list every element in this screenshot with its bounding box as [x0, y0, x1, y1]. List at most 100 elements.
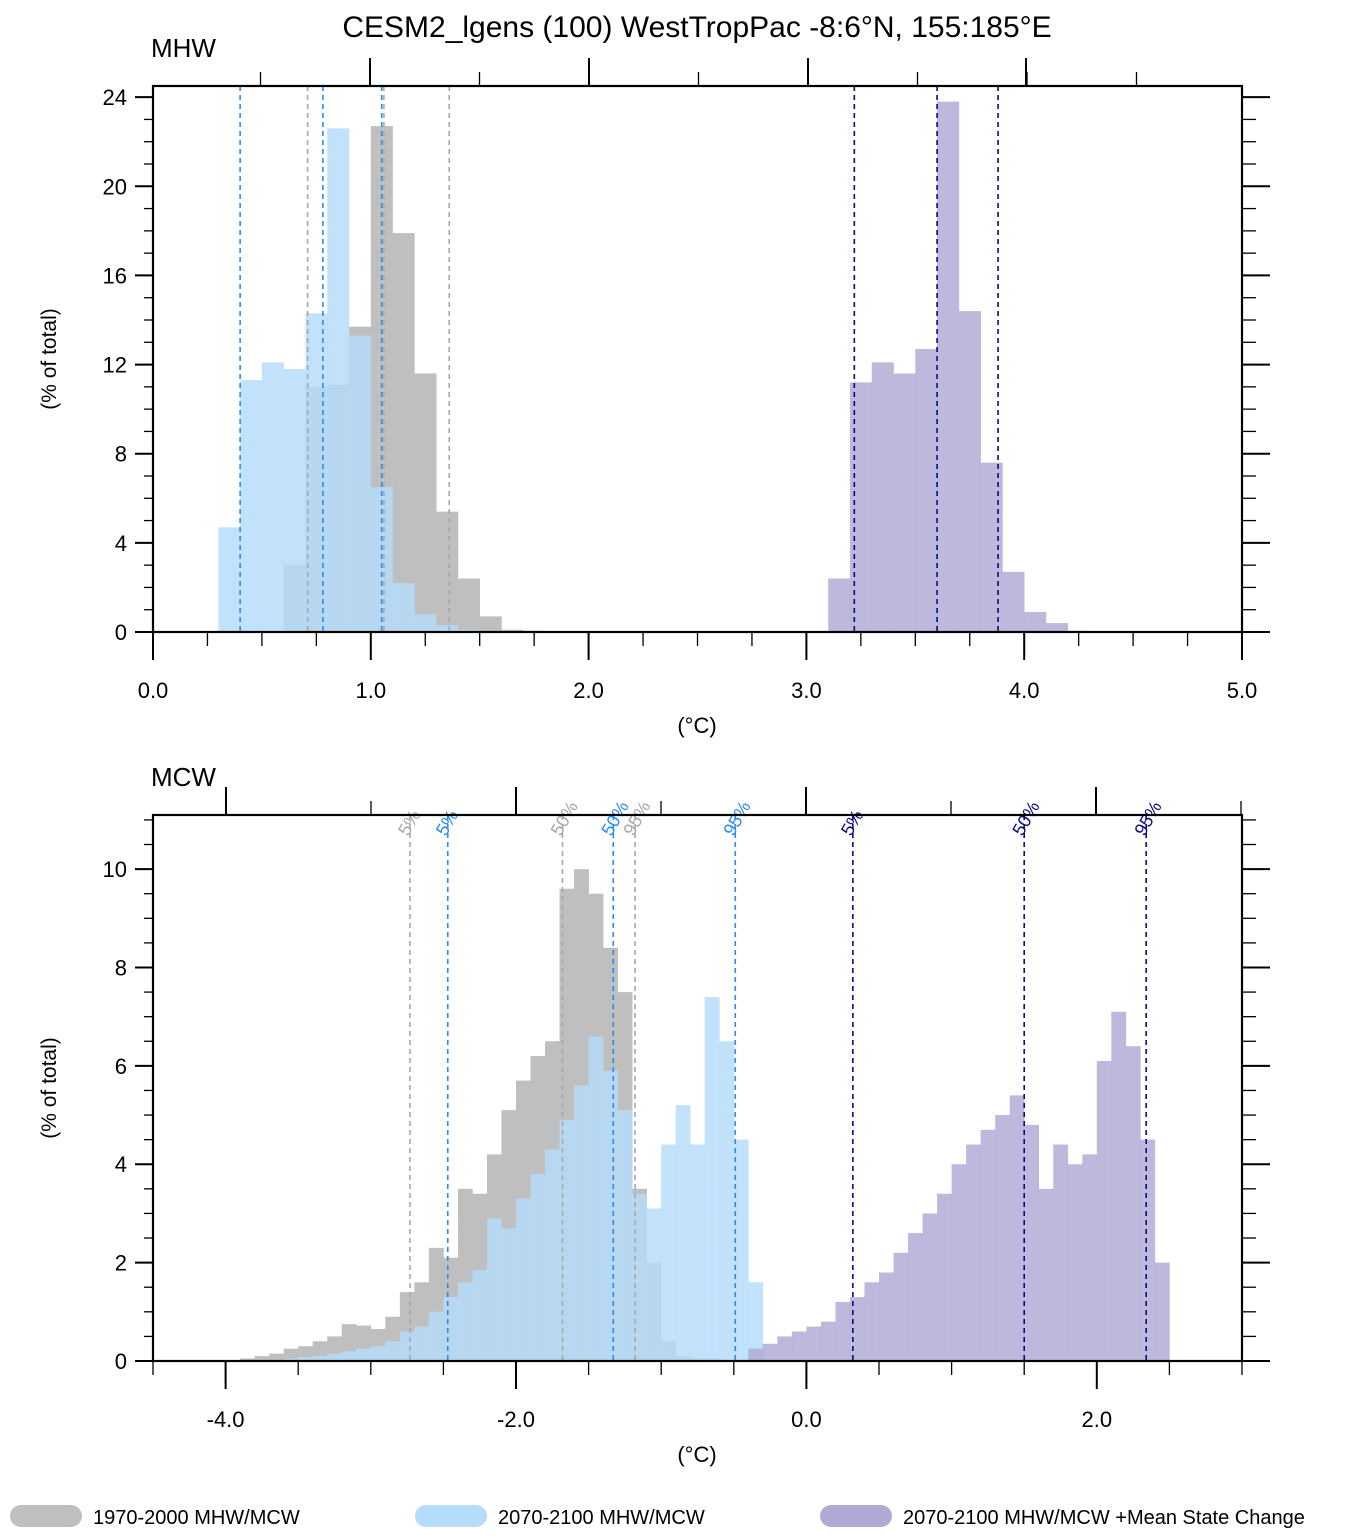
mhw-fut-bar	[240, 380, 263, 632]
mhw-hist-bar	[392, 233, 415, 632]
mhw-msc-bar	[849, 382, 873, 632]
mhw-hist-bar	[414, 373, 437, 632]
legend: 1970-2000 MHW/MCW 2070-2100 MHW/MCW 2070…	[10, 1505, 1305, 1529]
mcw-msc-bar	[879, 1272, 894, 1361]
mcw-msc-bar	[864, 1282, 880, 1361]
mcw-msc-bar	[806, 1326, 822, 1361]
mcw-percentile-label: 95%	[719, 798, 754, 839]
1-msc-bars	[748, 1011, 1170, 1361]
mcw-y-tick-label: 2	[115, 1251, 127, 1276]
mcw-fut-bar	[530, 1174, 546, 1361]
mcw-msc-bar	[748, 1348, 764, 1361]
mcw-fut-bar	[283, 1358, 299, 1361]
mhw-y-tick-label: 24	[103, 85, 127, 110]
mcw-msc-bar	[1038, 1188, 1054, 1361]
mcw-msc-bar	[791, 1331, 807, 1361]
mcw-fut-bar	[704, 997, 720, 1361]
mcw-hist-bar	[269, 1353, 284, 1361]
mhw-x-tick-label: 3.0	[791, 678, 822, 703]
mcw-msc-bar	[966, 1144, 981, 1361]
mhw-fut-bar	[370, 487, 393, 632]
mcw-msc-bar	[835, 1301, 851, 1361]
mhw-fut-bar	[327, 128, 350, 632]
mcw-y-tick-label: 10	[103, 857, 127, 882]
mcw-fut-bar	[298, 1357, 314, 1361]
mhw-hist-bar	[436, 511, 459, 632]
mcw-fut-bar	[428, 1311, 444, 1361]
mcw-y-tick-label: 4	[115, 1152, 127, 1177]
legend-swatch-2070-2100-msc	[820, 1505, 892, 1527]
mcw-fut-bar	[690, 1144, 706, 1361]
mcw-fut-bar	[675, 1105, 691, 1361]
mcw-percentile-label: 50%	[1008, 798, 1043, 839]
mcw-x-tick-label: 2.0	[1082, 1407, 1113, 1432]
0-msc-bars	[828, 101, 1090, 633]
0-fut-bars	[218, 128, 480, 632]
mhw-fut-bar	[436, 625, 459, 632]
mhw-msc-bar	[893, 373, 916, 632]
mcw-percentile-label: 50%	[547, 798, 582, 839]
mhw-y-tick-label: 16	[103, 263, 127, 288]
mcw-fut-bar	[312, 1356, 328, 1361]
mcw-fut-bar	[486, 1218, 502, 1361]
mhw-fut-bar	[261, 362, 284, 632]
mhw-hist-bar	[457, 578, 480, 632]
mhw-x-tick-label: 2.0	[573, 678, 604, 703]
figure-title: CESM2_lgens (100) WestTropPac -8:6°N, 15…	[342, 11, 1051, 44]
mcw-panel: MCW (% of total) (°C) 5% 50% 95% 5% 50% 95% 5%…	[38, 762, 1270, 1467]
mcw-fut-bar	[574, 1085, 589, 1361]
legend-label: 1970-2000 MHW/MCW	[93, 1507, 300, 1529]
mhw-x-tick-label: 5.0	[1227, 678, 1258, 703]
mcw-msc-bar	[1125, 1046, 1141, 1361]
mcw-ylabel: (% of total)	[38, 1037, 61, 1139]
mcw-x-tick-label: 0.0	[791, 1407, 822, 1432]
mcw-msc-bar	[980, 1129, 996, 1361]
mhw-panel: MHW (% of total) (°C) 0 4 8 12 16 20 24 0.0 1.0 2…	[38, 33, 1270, 738]
mhw-fut-bar	[414, 614, 437, 632]
mcw-fut-bar	[414, 1326, 430, 1361]
mcw-hist-bar	[254, 1356, 270, 1361]
mcw-fut-bar	[516, 1198, 531, 1361]
legend-label: 2070-2100 MHW/MCW	[498, 1507, 705, 1529]
mcw-msc-bar	[1111, 1011, 1127, 1361]
legend-item: 2070-2100 MHW/MCW +Mean State Change	[820, 1505, 1305, 1529]
mcw-fut-bar	[501, 1228, 517, 1361]
mcw-msc-bar	[1082, 1154, 1098, 1361]
mcw-fut-bar	[457, 1282, 473, 1361]
mcw-y-tick-label: 8	[115, 955, 127, 980]
mcw-y-tick-label: 0	[115, 1349, 127, 1374]
mcw-fut-bar	[646, 1208, 662, 1361]
mhw-msc-bar	[980, 462, 1003, 632]
mcw-msc-bar	[1096, 1060, 1112, 1361]
mhw-y-tick-label: 0	[115, 620, 127, 645]
legend-item: 2070-2100 MHW/MCW	[415, 1505, 705, 1529]
mhw-y-tick-label: 12	[103, 353, 127, 378]
mhw-y-tick-label: 8	[115, 442, 127, 467]
mhw-fut-bar	[218, 527, 241, 632]
mhw-y-tick-label: 20	[103, 174, 127, 199]
1-fut-bars	[283, 997, 764, 1361]
mhw-fut-bar	[349, 335, 372, 632]
mcw-msc-bar	[1154, 1262, 1170, 1361]
mcw-fut-bar	[327, 1353, 343, 1361]
mhw-msc-bar	[1002, 571, 1025, 632]
mhw-hist-bar	[479, 616, 502, 632]
mhw-msc-bar	[1024, 611, 1047, 632]
legend-swatch-1970-2000	[10, 1505, 82, 1527]
mhw-fut-bar	[305, 313, 328, 632]
mcw-percentile-label: 5%	[394, 806, 424, 839]
mcw-x-tick-label: -4.0	[207, 1407, 245, 1432]
mhw-xlabel: (°C)	[677, 713, 716, 738]
mcw-percentile-label: 5%	[837, 806, 867, 839]
mhw-ylabel: (% of total)	[38, 308, 61, 410]
mhw-msc-bar	[871, 362, 894, 632]
legend-label: 2070-2100 MHW/MCW +Mean State Change	[903, 1507, 1305, 1529]
mcw-msc-bar	[820, 1321, 836, 1361]
mcw-fut-bar	[588, 1036, 604, 1361]
mcw-plot-frame	[151, 813, 1244, 1363]
mcw-msc-bar	[995, 1115, 1010, 1361]
mhw-msc-bar	[958, 311, 981, 632]
mcw-msc-bar	[893, 1252, 909, 1361]
legend-item: 1970-2000 MHW/MCW	[10, 1505, 300, 1529]
